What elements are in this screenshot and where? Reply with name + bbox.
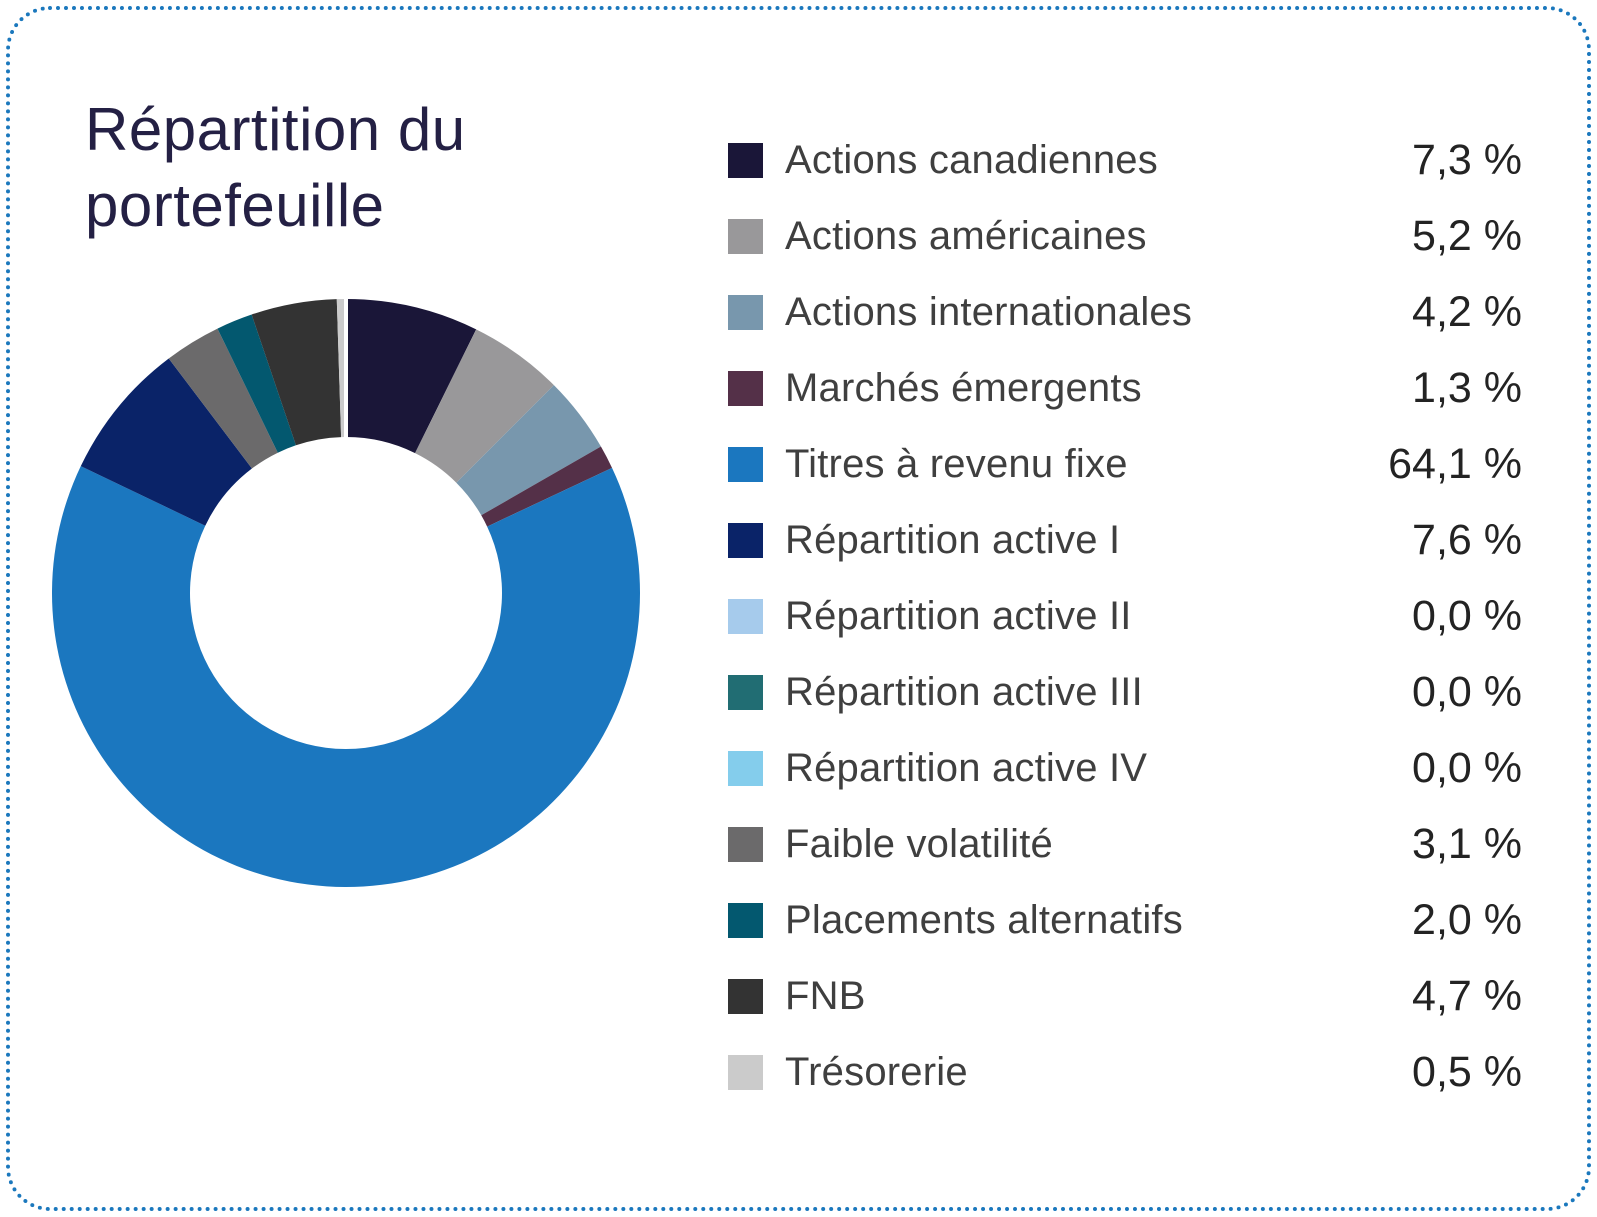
legend-label: Répartition active III (785, 669, 1143, 714)
legend-row: Répartition active III 0,0 % (710, 654, 1522, 730)
donut-slice (456, 385, 601, 516)
legend-swatch (728, 978, 763, 1014)
legend-label: Faible volatilité (785, 821, 1053, 866)
legend-value: 2,0 % (1412, 895, 1522, 944)
legend-value: 1,3 % (1412, 363, 1522, 412)
donut-slice (336, 299, 346, 438)
legend-label: Placements alternatifs (785, 897, 1183, 942)
donut-slice (415, 329, 554, 483)
legend-value: 4,2 % (1412, 287, 1522, 336)
legend-row: Marchés émergents 1,3 % (710, 350, 1522, 426)
chart-title: Répartition du portefeuille (85, 96, 466, 239)
legend-row: Titres à revenu fixe 64,1 % (710, 426, 1522, 502)
legend-label: Répartition active IV (785, 745, 1148, 790)
legend-row: Placements alternatifs 2,0 % (710, 882, 1522, 958)
legend-label: Actions internationales (785, 289, 1193, 334)
donut-slice (251, 299, 342, 446)
donut-chart (51, 298, 640, 887)
legend-value: 7,6 % (1412, 515, 1522, 564)
legend-swatch (728, 142, 763, 178)
legend-row: Actions canadiennes 7,3 % (710, 122, 1522, 198)
legend-swatch (728, 598, 763, 634)
legend-swatch (728, 1054, 763, 1090)
legend-swatch (728, 750, 763, 786)
legend-label: FNB (785, 973, 866, 1018)
legend-row: Faible volatilité 3,1 % (710, 806, 1522, 882)
legend-swatch (728, 370, 763, 406)
legend-swatch (728, 218, 763, 254)
legend-value: 64,1 % (1388, 439, 1522, 488)
legend-swatch (728, 826, 763, 862)
legend-swatch (728, 446, 763, 482)
legend-label: Actions canadiennes (785, 137, 1158, 182)
legend-row: Répartition active I 7,6 % (710, 502, 1522, 578)
legend-value: 0,5 % (1412, 1047, 1522, 1096)
legend-row: Trésorerie 0,5 % (710, 1034, 1522, 1110)
legend-value: 3,1 % (1412, 819, 1522, 868)
legend-value: 0,0 % (1412, 743, 1522, 792)
donut-slice (51, 466, 640, 887)
legend-row: FNB 4,7 % (710, 958, 1522, 1034)
legend-label: Titres à revenu fixe (785, 441, 1128, 486)
legend-row: Répartition active IV 0,0 % (710, 730, 1522, 806)
donut-slice (168, 328, 278, 469)
legend-label: Trésorerie (785, 1049, 968, 1094)
chart-legend: Actions canadiennes 7,3 % Actions américai… (710, 122, 1522, 1110)
legend-row: Actions américaines 5,2 % (710, 198, 1522, 274)
legend-row: Répartition active II 0,0 % (710, 578, 1522, 654)
legend-swatch (728, 294, 763, 330)
legend-row: Actions internationales 4,2 % (710, 274, 1522, 350)
legend-swatch (728, 522, 763, 558)
legend-value: 5,2 % (1412, 211, 1522, 260)
legend-swatch (728, 902, 763, 938)
legend-label: Répartition active I (785, 517, 1121, 562)
legend-value: 0,0 % (1412, 667, 1522, 716)
donut-slice (481, 446, 613, 527)
donut-slice (217, 314, 296, 453)
legend-label: Marchés émergents (785, 365, 1142, 410)
legend-value: 7,3 % (1412, 135, 1522, 184)
legend-value: 4,7 % (1412, 971, 1522, 1020)
legend-label: Actions américaines (785, 213, 1147, 258)
donut-chart-container (51, 298, 640, 887)
legend-swatch (728, 674, 763, 710)
legend-value: 0,0 % (1412, 591, 1522, 640)
legend-label: Répartition active II (785, 593, 1132, 638)
donut-slice (80, 358, 252, 526)
donut-slice (346, 299, 477, 454)
